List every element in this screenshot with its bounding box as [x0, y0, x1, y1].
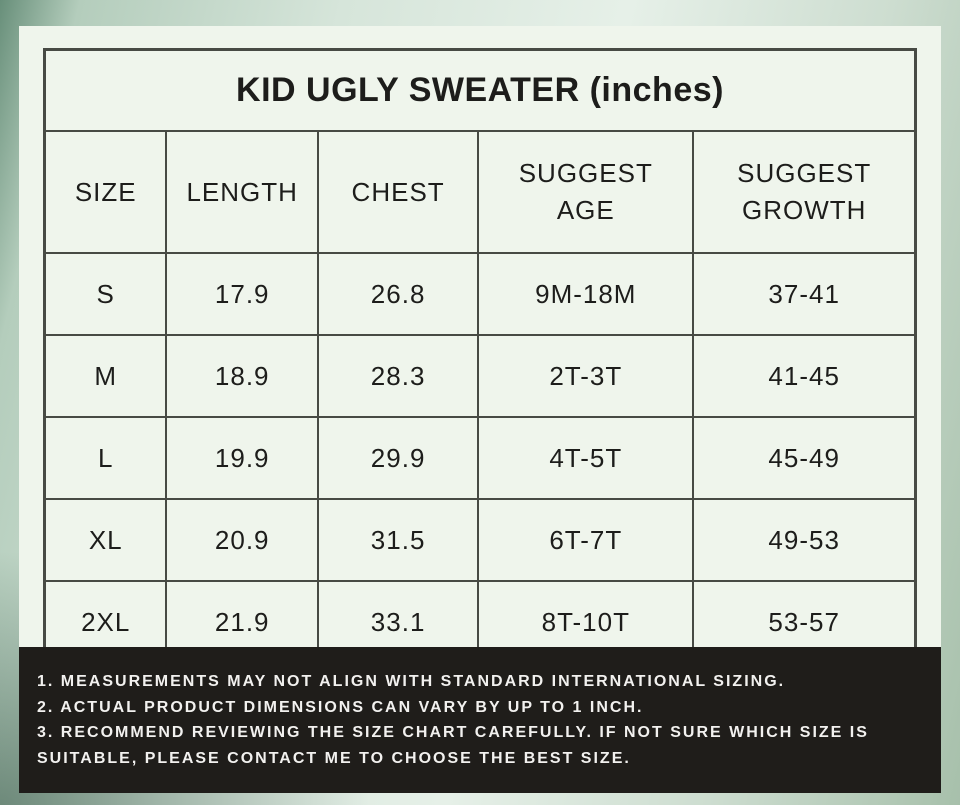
column-header-chest: CHEST — [316, 130, 480, 254]
table-title: KID UGLY SWEATER (inches) — [43, 48, 917, 132]
age-cell: 2T-3T — [477, 334, 695, 418]
size-cell: S — [43, 252, 168, 336]
age-cell: 4T-5T — [477, 416, 695, 500]
column-header-length: LENGTH — [165, 130, 319, 254]
length-cell: 17.9 — [165, 252, 319, 336]
age-cell: 6T-7T — [477, 498, 695, 582]
length-cell: 18.9 — [165, 334, 319, 418]
column-header-suggest-age: SUGGEST AGE — [477, 130, 695, 254]
table-row-m: M 18.9 28.3 2T-3T 41-45 — [43, 334, 917, 418]
table-title-row: KID UGLY SWEATER (inches) — [43, 48, 917, 132]
table-row-s: S 17.9 26.8 9M-18M 37-41 — [43, 252, 917, 336]
size-cell: M — [43, 334, 168, 418]
chest-cell: 26.8 — [316, 252, 480, 336]
chest-cell: 29.9 — [316, 416, 480, 500]
chest-cell: 28.3 — [316, 334, 480, 418]
age-cell: 9M-18M — [477, 252, 695, 336]
column-header-size: SIZE — [43, 130, 168, 254]
growth-cell: 49-53 — [692, 498, 917, 582]
table-row-l: L 19.9 29.9 4T-5T 45-49 — [43, 416, 917, 500]
note-line-2: 2. ACTUAL PRODUCT DIMENSIONS CAN VARY BY… — [37, 698, 644, 716]
note-line-3: 3. RECOMMEND REVIEWING THE SIZE CHART CA… — [37, 724, 869, 767]
length-cell: 20.9 — [165, 498, 319, 582]
size-cell: L — [43, 416, 168, 500]
notes-panel: 1. MEASUREMENTS MAY NOT ALIGN WITH STAND… — [19, 647, 941, 793]
growth-cell: 41-45 — [692, 334, 917, 418]
growth-cell: 45-49 — [692, 416, 917, 500]
size-chart-panel: KID UGLY SWEATER (inches) SIZE LENGTH CH… — [19, 26, 941, 665]
chest-cell: 31.5 — [316, 498, 480, 582]
note-line-1: 1. MEASUREMENTS MAY NOT ALIGN WITH STAND… — [37, 673, 786, 690]
table-header-row: SIZE LENGTH CHEST SUGGEST AGE SUGGEST GR… — [43, 130, 917, 254]
growth-cell: 37-41 — [692, 252, 917, 336]
table-row-xl: XL 20.9 31.5 6T-7T 49-53 — [43, 498, 917, 582]
length-cell: 19.9 — [165, 416, 319, 500]
size-chart-table: KID UGLY SWEATER (inches) SIZE LENGTH CH… — [43, 48, 917, 665]
size-cell: XL — [43, 498, 168, 582]
column-header-suggest-growth: SUGGEST GROWTH — [692, 130, 917, 254]
